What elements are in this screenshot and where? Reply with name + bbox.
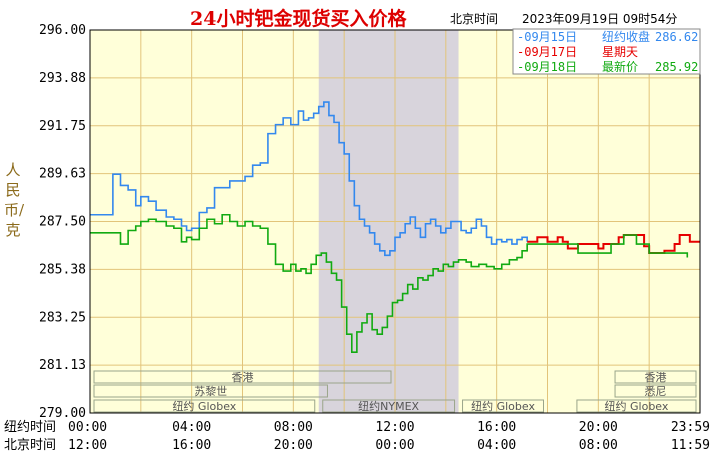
x-tick-label: 23:59 — [671, 420, 710, 435]
session-box — [93, 384, 328, 398]
y-tick-label: 279.00 — [39, 406, 86, 421]
legend-date: -09月15日 — [517, 30, 577, 44]
y-tick-label: 293.88 — [39, 71, 86, 86]
series-line-0915 — [90, 101, 528, 257]
beijing-time-label: 北京时间 — [450, 12, 499, 26]
session-label: 纽约NYMEX — [358, 399, 419, 413]
legend-text: 最新价 — [602, 59, 638, 74]
legend-value: 285.92 — [655, 60, 698, 74]
session-label: 香港 — [645, 371, 667, 384]
y-tick-label: 281.13 — [39, 358, 86, 373]
x-tick-label: 00:00 — [68, 420, 107, 435]
session-box — [93, 370, 392, 384]
x-row-label: 纽约时间 — [4, 420, 56, 435]
x-tick-label: 00:00 — [375, 438, 414, 453]
session-box — [614, 384, 697, 398]
y-tick-label: 296.00 — [39, 23, 86, 38]
y-tick-label: 285.38 — [39, 262, 86, 277]
x-tick-label: 12:00 — [68, 438, 107, 453]
x-tick-label: 04:00 — [477, 438, 516, 453]
series-line-0918 — [90, 213, 689, 353]
legend-box — [512, 28, 701, 75]
y-tick-label: 289.63 — [39, 167, 86, 182]
x-tick-label: 08:00 — [579, 438, 618, 453]
x-tick-label: 20:00 — [579, 420, 618, 435]
session-box — [614, 370, 697, 384]
x-tick-label: 16:00 — [172, 438, 211, 453]
session-label: 纽约 Globex — [471, 399, 535, 413]
plot-frame — [89, 29, 701, 414]
legend-value: 286.62 — [655, 30, 698, 44]
timestamp: 2023年09月19日 09时54分 — [522, 12, 678, 26]
session-box — [576, 399, 697, 413]
session-label: 悉尼 — [645, 385, 667, 398]
legend-text: 纽约收盘 — [602, 29, 650, 44]
x-tick-label: 12:00 — [375, 420, 414, 435]
x-row-label: 北京时间 — [4, 438, 56, 453]
legend-date: -09月17日 — [517, 45, 577, 59]
y-tick-label: 287.50 — [39, 215, 86, 230]
y-tick-label: 283.25 — [39, 310, 86, 325]
session-label: 苏黎世 — [194, 384, 227, 398]
x-tick-label: 20:00 — [274, 438, 313, 453]
session-label: 香港 — [232, 371, 254, 384]
session-box — [462, 399, 544, 413]
session-label: 纽约 Globex — [605, 399, 669, 413]
x-tick-label: 08:00 — [274, 420, 313, 435]
session-box — [93, 399, 316, 413]
x-tick-label: 11:59 — [671, 438, 710, 453]
session-box — [322, 399, 456, 413]
y-axis-label: 人民币/克 — [4, 161, 25, 239]
y-tick-label: 291.75 — [39, 119, 86, 134]
session-label: 纽约 Globex — [172, 399, 236, 413]
x-tick-label: 04:00 — [172, 420, 211, 435]
x-tick-label: 16:00 — [477, 420, 516, 435]
legend-text: 星期天 — [602, 45, 638, 59]
chart-title: 24小时钯金现货买入价格 — [190, 8, 407, 30]
legend-date: -09月18日 — [517, 60, 577, 74]
